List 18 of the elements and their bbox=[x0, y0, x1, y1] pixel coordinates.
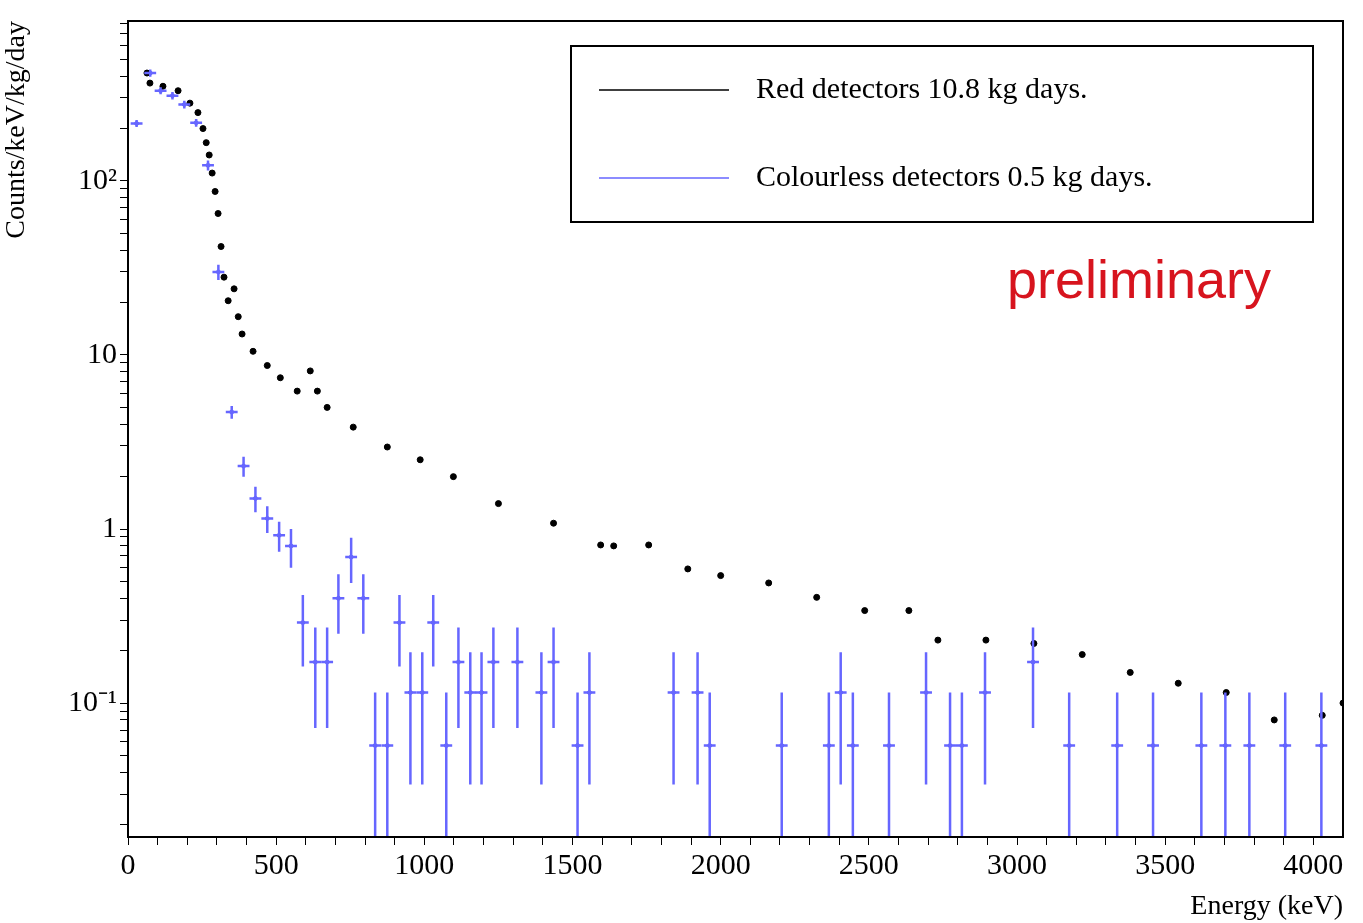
x-tick-label: 0 bbox=[120, 846, 136, 880]
x-tick-label: 3500 bbox=[1135, 846, 1196, 880]
y-tick-label: 10² bbox=[78, 161, 117, 195]
legend-label: Colourless detectors 0.5 kg days. bbox=[756, 158, 1153, 192]
x-tick-label: 1000 bbox=[394, 846, 455, 880]
x-axis-title: Energy (keV) bbox=[1190, 888, 1343, 920]
y-tick-label: 10 bbox=[87, 335, 117, 369]
x-tick-label: 2000 bbox=[690, 846, 751, 880]
y-tick-label: 10⁻¹ bbox=[68, 683, 117, 717]
legend-label: Red detectors 10.8 kg days. bbox=[756, 70, 1088, 104]
y-axis-title: Counts/keV/kg/day bbox=[0, 21, 31, 239]
annotation: preliminary bbox=[1006, 248, 1271, 309]
y-tick-label: 1 bbox=[102, 509, 117, 543]
x-tick-label: 500 bbox=[253, 846, 299, 880]
x-tick-label: 3000 bbox=[987, 846, 1048, 880]
x-tick-label: 1500 bbox=[542, 846, 603, 880]
x-tick-label: 4000 bbox=[1283, 846, 1344, 880]
x-tick-label: 2500 bbox=[838, 846, 899, 880]
